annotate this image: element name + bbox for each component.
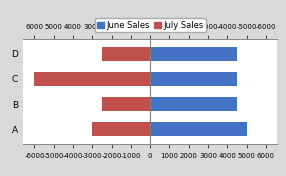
Bar (92, 122, 150, 136)
Bar (150, 72, 237, 86)
Bar (102, 97, 150, 111)
Bar (150, 47, 237, 61)
Legend: June Sales, July Sales: June Sales, July Sales (95, 18, 206, 32)
Bar (34, 72, 150, 86)
Bar (102, 47, 150, 61)
Bar (150, 97, 237, 111)
Bar (150, 122, 247, 136)
